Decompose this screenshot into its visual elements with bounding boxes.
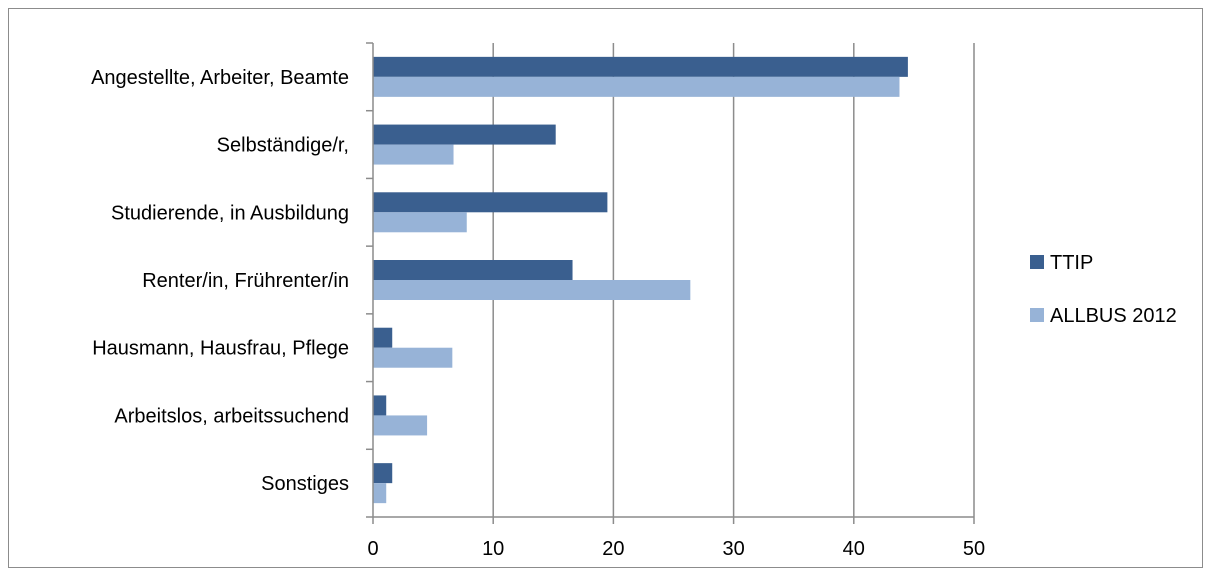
legend-swatch-allbus-2012 [1030,308,1044,322]
bar-ttip-2 [373,192,608,213]
bar-ttip-4 [373,327,393,348]
legend-label-allbus-2012: ALLBUS 2012 [1050,305,1177,327]
x-tick-label-40: 40 [843,538,865,560]
bar-allbus-2012-6 [373,483,387,504]
bar-allbus-2012-4 [373,347,453,368]
x-tick-label-0: 0 [367,538,378,560]
bars [373,56,908,504]
bar-ttip-6 [373,463,393,484]
legend-label-ttip: TTIP [1050,252,1093,274]
category-label-6: Sonstiges [261,473,349,495]
category-labels: Angestellte, Arbeiter, Beamte Selbständig… [91,67,349,495]
x-tick-label-30: 30 [722,538,744,560]
x-tick-labels: 0 10 20 30 40 50 [367,538,985,560]
bar-allbus-2012-3 [373,280,691,300]
bar-ttip-3 [373,260,573,280]
x-tick-label-10: 10 [482,538,504,560]
category-label-3: Renter/in, Frührenter/in [142,270,349,292]
category-label-5: Arbeitslos, arbeitssuchend [114,405,349,427]
axes [366,42,975,524]
category-label-2: Studierende, in Ausbildung [111,202,349,224]
bar-allbus-2012-2 [373,212,467,233]
bar-allbus-2012-1 [373,144,454,165]
bar-allbus-2012-5 [373,415,428,436]
legend: TTIP ALLBUS 2012 [1030,252,1177,327]
bar-ttip-0 [373,56,908,77]
bar-ttip-1 [373,124,556,145]
category-label-1: Selbständige/r, [217,135,349,157]
category-label-4: Hausmann, Hausfrau, Pflege [92,338,349,360]
x-tick-label-20: 20 [602,538,624,560]
bar-allbus-2012-0 [373,76,900,97]
category-label-0: Angestellte, Arbeiter, Beamte [91,67,349,89]
legend-swatch-ttip [1030,255,1044,269]
bar-ttip-5 [373,395,387,416]
x-tick-label-50: 50 [963,538,985,560]
